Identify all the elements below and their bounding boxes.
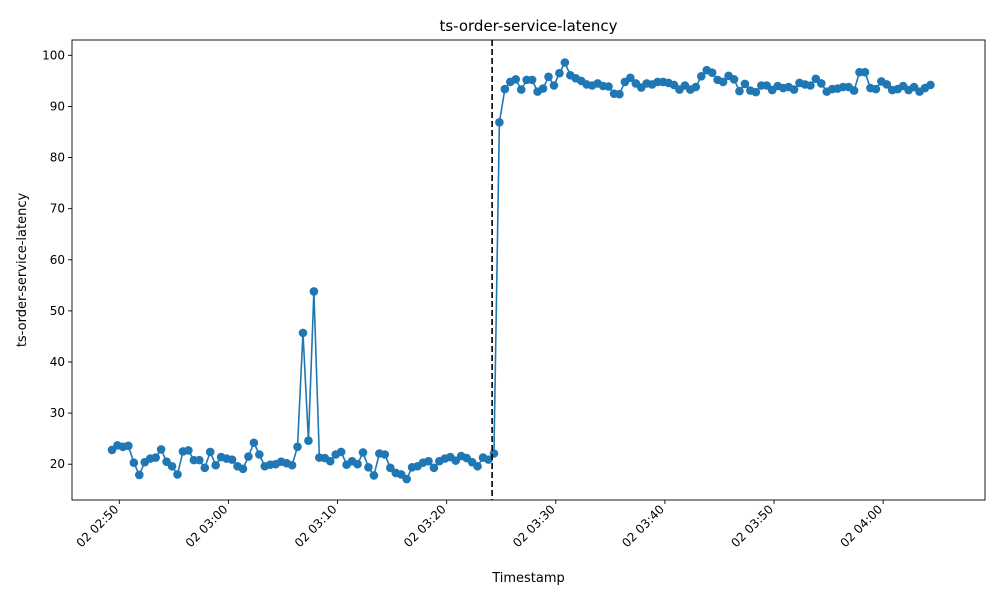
data-point (789, 85, 799, 94)
data-point (489, 449, 499, 458)
data-point (129, 458, 139, 467)
data-point (817, 79, 826, 88)
data-point (560, 58, 570, 67)
data-point (304, 436, 313, 446)
data-point (615, 89, 624, 99)
data-point (718, 77, 728, 87)
data-point (134, 470, 144, 480)
data-point (691, 82, 701, 92)
data-point (527, 75, 537, 85)
y-tick-label: 40 (50, 355, 65, 369)
data-point (205, 447, 215, 457)
data-point (364, 462, 373, 472)
data-point (124, 441, 133, 451)
data-point (385, 463, 395, 473)
data-point (484, 455, 493, 464)
y-tick-label: 30 (50, 406, 65, 420)
y-tick-label: 90 (50, 99, 65, 113)
data-point (293, 442, 302, 452)
data-point (424, 456, 433, 466)
data-point (511, 75, 521, 84)
data-point (806, 81, 815, 90)
data-point (369, 471, 379, 480)
data-point (309, 287, 319, 296)
data-point (353, 459, 362, 469)
data-point (740, 79, 750, 89)
x-axis-label: Timestamp (491, 571, 565, 586)
data-point (538, 84, 548, 93)
data-point (626, 73, 635, 83)
data-point (751, 87, 761, 97)
data-point (729, 75, 739, 84)
data-point (211, 460, 220, 470)
data-point (495, 117, 504, 127)
data-point (167, 461, 177, 471)
data-point (429, 463, 439, 473)
data-point (849, 86, 859, 95)
y-axis-label: ts-order-service-latency (15, 193, 30, 348)
data-point (298, 328, 308, 338)
data-point (544, 72, 553, 82)
data-point (707, 68, 717, 78)
data-point (516, 85, 526, 94)
data-point (173, 470, 182, 479)
data-point (860, 67, 870, 77)
data-point (735, 86, 744, 96)
y-tick-label: 50 (50, 304, 65, 318)
data-point (151, 453, 160, 462)
data-point (287, 460, 297, 470)
data-point (358, 448, 368, 457)
data-point (926, 80, 935, 90)
chart-title: ts-order-service-latency (439, 17, 617, 35)
data-point (255, 450, 264, 459)
data-point (195, 455, 204, 465)
data-point (184, 446, 193, 455)
data-point (500, 84, 510, 94)
data-point (882, 80, 892, 89)
y-tick-label: 70 (50, 202, 65, 216)
data-point (696, 71, 706, 81)
data-point (549, 81, 559, 90)
data-point (249, 438, 259, 448)
data-point (156, 445, 166, 454)
y-tick-label: 20 (50, 457, 65, 471)
data-point (604, 82, 613, 91)
data-point (200, 463, 210, 473)
axes-frame (71, 39, 986, 501)
data-point (227, 455, 237, 464)
data-point (473, 461, 482, 471)
data-point (871, 84, 881, 94)
y-tick-label: 100 (42, 48, 65, 62)
data-point (555, 68, 564, 78)
data-point (325, 456, 335, 466)
data-point (380, 450, 390, 459)
data-point (238, 464, 248, 474)
data-point (336, 447, 346, 457)
data-point (402, 474, 411, 484)
y-tick-label: 60 (50, 253, 65, 267)
data-point (244, 452, 253, 461)
y-tick-label: 80 (50, 151, 65, 165)
